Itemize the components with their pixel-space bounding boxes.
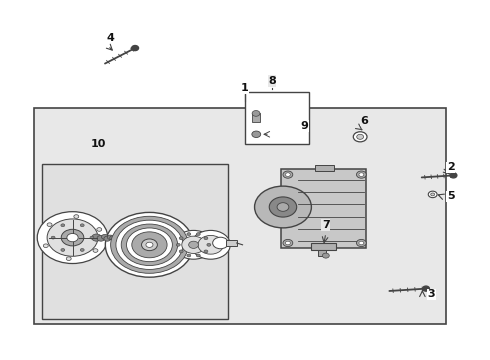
- Circle shape: [359, 241, 364, 245]
- Circle shape: [61, 248, 65, 251]
- Bar: [315, 165, 334, 171]
- Circle shape: [174, 230, 213, 259]
- Bar: [311, 243, 336, 250]
- Circle shape: [353, 132, 367, 142]
- Circle shape: [431, 193, 435, 196]
- Circle shape: [207, 243, 211, 246]
- Circle shape: [269, 197, 297, 217]
- Circle shape: [196, 254, 200, 257]
- Circle shape: [191, 230, 230, 259]
- Bar: [252, 113, 260, 122]
- Circle shape: [204, 250, 208, 253]
- Circle shape: [93, 249, 98, 252]
- Text: 9: 9: [301, 121, 309, 131]
- Circle shape: [182, 236, 205, 253]
- Circle shape: [283, 239, 293, 247]
- Circle shape: [66, 257, 71, 261]
- Text: 1: 1: [241, 83, 249, 93]
- Circle shape: [132, 45, 139, 50]
- Text: 6: 6: [360, 116, 368, 126]
- Circle shape: [116, 220, 183, 269]
- Circle shape: [142, 239, 157, 251]
- Circle shape: [428, 191, 437, 198]
- Circle shape: [107, 235, 113, 239]
- Text: 4: 4: [106, 33, 114, 43]
- Bar: [280, 169, 367, 248]
- Circle shape: [198, 235, 223, 254]
- Circle shape: [105, 212, 194, 277]
- Circle shape: [111, 216, 188, 273]
- Circle shape: [61, 229, 84, 246]
- Circle shape: [196, 233, 200, 235]
- Circle shape: [37, 212, 108, 264]
- Circle shape: [359, 173, 364, 176]
- Circle shape: [252, 111, 260, 116]
- Circle shape: [61, 224, 65, 227]
- Circle shape: [47, 219, 98, 256]
- Bar: [34, 108, 446, 324]
- Circle shape: [110, 236, 116, 240]
- Circle shape: [255, 186, 312, 228]
- Circle shape: [121, 224, 178, 266]
- Circle shape: [104, 236, 111, 241]
- Circle shape: [213, 237, 228, 249]
- Circle shape: [285, 173, 290, 176]
- Circle shape: [252, 131, 261, 138]
- Bar: [42, 164, 228, 319]
- Circle shape: [285, 241, 290, 245]
- Circle shape: [97, 235, 105, 241]
- Circle shape: [176, 243, 180, 246]
- Circle shape: [357, 171, 367, 178]
- Circle shape: [187, 254, 191, 257]
- Circle shape: [146, 242, 153, 247]
- Circle shape: [51, 236, 55, 239]
- Bar: [245, 92, 309, 144]
- Circle shape: [43, 244, 48, 248]
- Text: 8: 8: [268, 76, 276, 86]
- Circle shape: [80, 248, 84, 251]
- Circle shape: [357, 134, 364, 139]
- Circle shape: [90, 236, 94, 239]
- Circle shape: [92, 234, 101, 241]
- Circle shape: [277, 203, 289, 211]
- Text: 5: 5: [447, 191, 455, 201]
- Text: 3: 3: [427, 289, 435, 300]
- Bar: [318, 250, 326, 256]
- Text: 7: 7: [322, 220, 330, 230]
- Circle shape: [189, 241, 198, 248]
- Circle shape: [422, 286, 429, 291]
- Circle shape: [179, 237, 183, 240]
- Circle shape: [67, 233, 78, 242]
- Circle shape: [97, 228, 102, 231]
- Circle shape: [80, 224, 84, 227]
- Text: 10: 10: [90, 139, 106, 149]
- Circle shape: [47, 223, 52, 226]
- Circle shape: [179, 250, 183, 253]
- Circle shape: [101, 234, 108, 239]
- Circle shape: [283, 171, 293, 178]
- Circle shape: [126, 228, 172, 262]
- Circle shape: [74, 215, 79, 219]
- Circle shape: [187, 233, 191, 235]
- Circle shape: [132, 232, 167, 258]
- Circle shape: [204, 237, 208, 240]
- Text: 2: 2: [447, 162, 455, 172]
- Circle shape: [357, 239, 367, 247]
- Circle shape: [450, 173, 457, 178]
- Circle shape: [322, 253, 329, 258]
- Bar: [226, 240, 237, 246]
